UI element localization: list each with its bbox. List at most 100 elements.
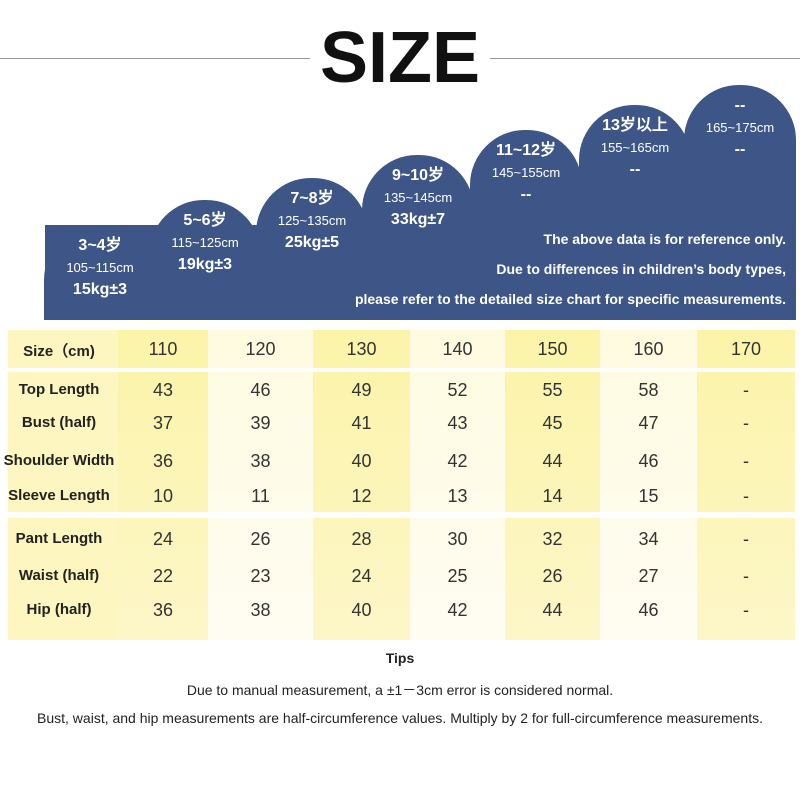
badge-age: 11~12岁 — [495, 142, 557, 159]
badge-weight: -- — [629, 161, 641, 178]
cell: 40 — [351, 451, 372, 471]
cell: 27 — [638, 566, 659, 586]
badge-height: 135~145cm — [383, 190, 453, 205]
row-label: Sleeve Length — [8, 487, 110, 504]
badge-weight: -- — [520, 186, 532, 203]
cell: 47 — [638, 413, 659, 433]
cell: 32 — [542, 529, 563, 549]
badge-age: -- — [734, 97, 746, 114]
cell: - — [743, 413, 749, 433]
tips-title: Tips — [385, 650, 415, 666]
note: please refer to the detailed size chart … — [354, 291, 786, 307]
cell: 24 — [351, 566, 372, 586]
label-bg — [8, 330, 118, 640]
row-label: Waist (half) — [18, 567, 100, 584]
cell: 22 — [152, 566, 174, 586]
cell: 10 — [152, 486, 174, 506]
badge-weight: 19kg±3 — [177, 256, 233, 273]
cell: 45 — [542, 413, 563, 433]
cell: 12 — [351, 486, 372, 506]
cell: 14 — [542, 486, 563, 506]
column-bg — [313, 330, 410, 640]
row-label: Size（cm) — [23, 343, 95, 360]
cell: 140 — [442, 339, 473, 359]
column-bg — [410, 330, 505, 640]
cell: 130 — [346, 339, 377, 359]
badge-height: 165~175cm — [705, 120, 775, 135]
row-label: Bust (half) — [21, 414, 97, 431]
badge-age: 5~6岁 — [183, 212, 227, 229]
cell: - — [743, 380, 749, 400]
cell: - — [743, 600, 749, 620]
cell: 150 — [537, 339, 568, 359]
badge: 5~6岁 115~125cm 19kg±3 — [149, 200, 261, 320]
column-bg — [697, 330, 795, 640]
cell: 30 — [447, 529, 468, 549]
badge: 11~12岁 145~155cm -- — [470, 130, 582, 320]
cell: 49 — [351, 380, 372, 400]
badge: -- 165~175cm -- — [684, 85, 796, 320]
row-label: Hip (half) — [26, 601, 92, 618]
cell: 38 — [250, 600, 271, 620]
cell: 44 — [542, 451, 563, 471]
title: SIZE — [310, 18, 490, 98]
column-bg — [118, 330, 208, 640]
cell: 170 — [730, 339, 762, 359]
cell: 37 — [152, 413, 174, 433]
divider — [0, 512, 800, 518]
cell: 24 — [152, 529, 174, 549]
cell: 43 — [447, 413, 468, 433]
row-label: Top Length — [18, 381, 100, 398]
cell: 25 — [447, 566, 468, 586]
cell: 40 — [351, 600, 372, 620]
cell: 46 — [638, 451, 659, 471]
cell: - — [743, 529, 749, 549]
cell: 42 — [447, 600, 468, 620]
cell: 44 — [542, 600, 563, 620]
cell: 38 — [250, 451, 271, 471]
cell: - — [743, 451, 749, 471]
cell: 36 — [152, 600, 174, 620]
note: Due to differences in children’s body ty… — [496, 261, 786, 277]
cell: 13 — [447, 486, 468, 506]
badge-weight: 15kg±3 — [72, 281, 128, 298]
cell: 160 — [633, 339, 664, 359]
cell: 26 — [542, 566, 563, 586]
row-label: Pant Length — [15, 530, 103, 547]
badge-height: 145~155cm — [491, 165, 561, 180]
cell: 46 — [638, 600, 659, 620]
cell: 34 — [638, 529, 659, 549]
cell: 28 — [351, 529, 372, 549]
cell: 41 — [351, 413, 372, 433]
badge: 9~10岁 135~145cm 33kg±7 — [362, 155, 474, 320]
cell: 46 — [250, 380, 271, 400]
cell: - — [743, 486, 749, 506]
cell: 36 — [152, 451, 174, 471]
column-bg — [208, 330, 313, 640]
cell: 120 — [245, 339, 276, 359]
badge-age: 7~8岁 — [290, 190, 334, 207]
badge-weight: -- — [734, 141, 746, 158]
badge-age: 3~4岁 — [78, 237, 122, 254]
badge-weight: 25kg±5 — [284, 234, 340, 251]
badge-age: 13岁以上 — [602, 117, 668, 134]
cell: 23 — [250, 566, 271, 586]
cell: 52 — [447, 380, 468, 400]
badge-height: 125~135cm — [277, 213, 347, 228]
badge-height: 105~115cm — [66, 260, 134, 275]
cell: 43 — [152, 380, 174, 400]
cell: 15 — [638, 486, 659, 506]
badge: 3~4岁 105~115cm 15kg±3 — [44, 225, 156, 320]
badge: 7~8岁 125~135cm 25kg±5 — [256, 178, 368, 320]
cell: 55 — [542, 380, 563, 400]
cell: 39 — [250, 413, 271, 433]
badge: 13岁以上 155~165cm -- — [579, 105, 691, 320]
badge-height: 155~165cm — [600, 140, 670, 155]
cell: 58 — [638, 380, 659, 400]
tip-line: Due to manual measurement, a ±1－3cm erro… — [186, 682, 614, 698]
cell: 11 — [251, 486, 270, 506]
cell: 42 — [447, 451, 468, 471]
cell: 26 — [250, 529, 271, 549]
column-bg — [600, 330, 697, 640]
